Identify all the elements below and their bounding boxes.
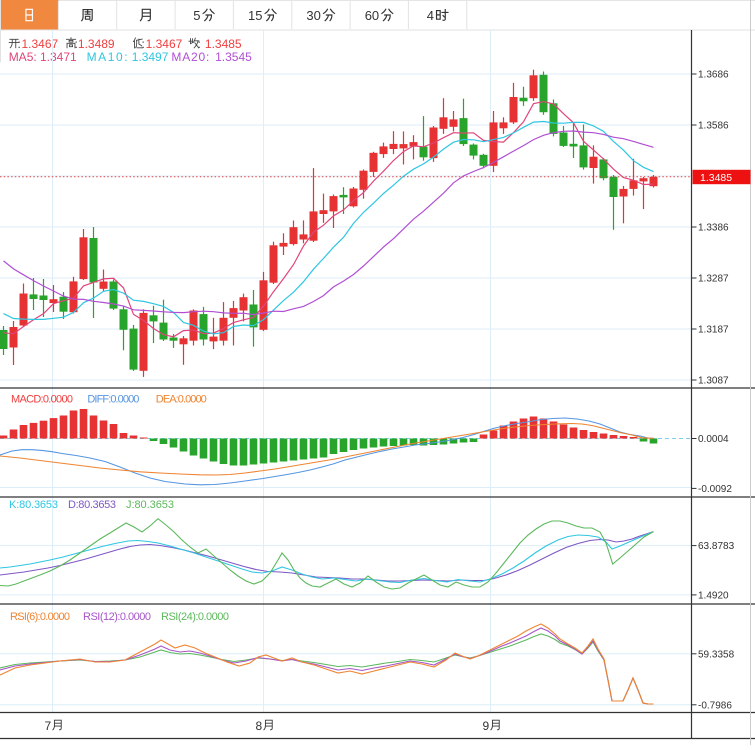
svg-text:4: 4: [427, 8, 434, 23]
svg-text:63.8783: 63.8783: [698, 541, 735, 552]
svg-text:1.3471: 1.3471: [40, 50, 77, 64]
svg-text:7: 7: [45, 719, 52, 733]
svg-text:RSI(12):0.0000: RSI(12):0.0000: [83, 611, 151, 623]
svg-text:1.3467: 1.3467: [22, 37, 59, 51]
svg-text::: :: [18, 37, 21, 51]
svg-text:1.3087: 1.3087: [698, 376, 729, 387]
svg-text::: :: [198, 37, 201, 51]
svg-text:5: 5: [193, 8, 200, 23]
svg-text:J:80.3653: J:80.3653: [126, 499, 174, 511]
svg-text:RSI(24):0.0000: RSI(24):0.0000: [161, 611, 229, 623]
svg-text:60: 60: [365, 8, 379, 23]
svg-text:-0.7986: -0.7986: [698, 700, 732, 711]
svg-text:1.3686: 1.3686: [698, 70, 729, 81]
svg-text:1.3545: 1.3545: [215, 50, 252, 64]
svg-text::: :: [75, 37, 78, 51]
svg-text:1.3485: 1.3485: [205, 37, 242, 51]
svg-text:0.0004: 0.0004: [698, 434, 729, 445]
svg-text:MA20:: MA20:: [171, 50, 209, 64]
svg-text:9: 9: [483, 719, 490, 733]
svg-text:1.4920: 1.4920: [698, 590, 729, 601]
svg-text:D:80.3653: D:80.3653: [68, 499, 116, 511]
svg-text:30: 30: [306, 8, 320, 23]
svg-text:K:80.3653: K:80.3653: [9, 499, 58, 511]
svg-text::: :: [142, 37, 145, 51]
svg-text:1.3497: 1.3497: [132, 50, 169, 64]
svg-text:1.3187: 1.3187: [698, 325, 729, 336]
svg-text:1.3485: 1.3485: [700, 172, 732, 184]
svg-text:RSI(6):0.0000: RSI(6):0.0000: [10, 611, 70, 623]
svg-text:1.3287: 1.3287: [698, 274, 729, 285]
svg-text:-0.0092: -0.0092: [698, 484, 732, 495]
svg-text:MACD:0.0000: MACD:0.0000: [11, 394, 73, 406]
svg-text:MA5:: MA5:: [9, 50, 37, 64]
svg-text:DIFF:0.0000: DIFF:0.0000: [87, 394, 139, 406]
svg-text:8: 8: [256, 719, 263, 733]
svg-text:1.3489: 1.3489: [78, 37, 115, 51]
svg-text:59.3358: 59.3358: [698, 649, 735, 660]
svg-text:1.3467: 1.3467: [146, 37, 183, 51]
svg-text:15: 15: [248, 8, 262, 23]
svg-text:DEA:0.0000: DEA:0.0000: [156, 394, 207, 406]
svg-text:1.3386: 1.3386: [698, 223, 729, 234]
svg-text:MA10:: MA10:: [87, 50, 128, 64]
svg-text:1.3586: 1.3586: [698, 121, 729, 132]
